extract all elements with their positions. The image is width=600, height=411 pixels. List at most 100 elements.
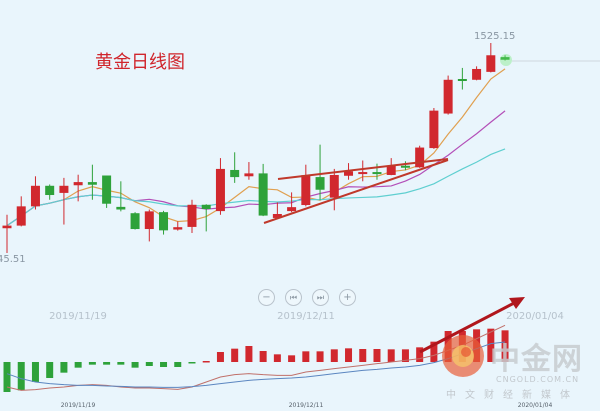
macd-bar [273, 354, 281, 362]
candle-body [500, 57, 510, 60]
dea-line [6, 341, 506, 388]
chart-title: 黄金日线图 [95, 52, 185, 73]
macd-bar [231, 348, 239, 362]
axis-date-label: 2020/01/04 [517, 402, 553, 409]
macd-bar [487, 328, 495, 362]
macd-bar [160, 362, 168, 367]
candle-body [144, 211, 154, 230]
candle-body [215, 168, 225, 212]
macd-bar [501, 330, 509, 362]
go-start-button[interactable]: ⏮ [285, 289, 302, 306]
axis-date-label: 2019/11/19 [60, 402, 96, 409]
zoom-in-button[interactable]: + [339, 289, 356, 306]
candle-body [372, 172, 382, 175]
date-label: 2020/01/04 [506, 311, 564, 322]
candle [329, 168, 339, 211]
candle [2, 214, 12, 254]
trend-arrow [419, 297, 525, 354]
candle-body [73, 182, 83, 186]
candle [429, 107, 439, 149]
candle [272, 202, 282, 219]
macd-bar [330, 349, 338, 362]
macd-bar [31, 362, 39, 382]
candles [2, 43, 510, 254]
macd-bar [131, 362, 139, 368]
candle [287, 192, 297, 213]
high-price-label: 1525.15 [474, 31, 516, 42]
candle [116, 181, 126, 212]
macd-bar [202, 361, 210, 363]
candle [400, 161, 410, 171]
candle-body [457, 78, 467, 81]
macd-bar [60, 362, 68, 373]
candle-body [87, 182, 97, 185]
candle-body [258, 173, 268, 216]
candle [59, 177, 69, 225]
candle [315, 144, 325, 200]
candle-body [344, 171, 354, 176]
trendline-lower [263, 159, 449, 224]
candle-body [2, 225, 12, 229]
candle-body [443, 79, 453, 114]
candle-body [59, 185, 69, 193]
last-price-glow [500, 54, 512, 66]
candle [443, 75, 453, 115]
ma20-line [6, 148, 506, 227]
candle-body [159, 212, 169, 231]
candle-body [173, 227, 183, 230]
macd-bar [3, 362, 11, 392]
candle-body [400, 165, 410, 168]
watermark-slogan: 中文财经新媒体 [446, 390, 579, 401]
candle [486, 43, 496, 73]
macd-bar [74, 362, 82, 368]
macd-bar [401, 349, 409, 362]
candle [16, 196, 26, 227]
macd-bar [145, 362, 153, 366]
candle [358, 160, 368, 182]
candle-body [287, 207, 297, 212]
candle [472, 66, 482, 81]
candle-body [30, 185, 40, 207]
candle-body [102, 175, 112, 204]
candle-body [329, 174, 339, 198]
minus-icon: − [262, 292, 271, 303]
candle-body [244, 173, 254, 177]
candle [159, 210, 169, 235]
candle [187, 199, 197, 233]
candle [144, 209, 154, 242]
candle-body [45, 185, 55, 196]
macd-bar [430, 341, 438, 362]
candle [244, 162, 254, 180]
macd-bar [216, 352, 224, 362]
candle-body [486, 55, 496, 72]
candle-body [16, 206, 26, 226]
candle [173, 221, 183, 231]
candle-body [429, 110, 439, 149]
candle [201, 204, 211, 232]
candle-body [187, 204, 197, 227]
candle [45, 184, 55, 200]
candle-body [358, 172, 368, 175]
zoom-out-button[interactable]: − [258, 289, 275, 306]
trendline-upper [277, 158, 449, 180]
candle-body [272, 214, 282, 218]
skip-back-icon: ⏮ [289, 293, 298, 302]
macd-bar [345, 348, 353, 362]
macd-bar [88, 362, 96, 365]
macd-bar [387, 349, 395, 362]
candle [73, 174, 83, 202]
go-end-button[interactable]: ⏭ [312, 289, 329, 306]
candle [301, 164, 311, 207]
macd-bar [188, 362, 196, 364]
candle-body [301, 175, 311, 206]
macd-bar [302, 351, 310, 362]
date-label: 2019/11/19 [49, 311, 107, 322]
macd-bar [174, 362, 182, 367]
low-price-label: 45.51 [0, 254, 26, 265]
candle [500, 55, 510, 61]
axis-date-label: 2019/12/11 [288, 402, 324, 409]
candle [215, 158, 225, 215]
macd-panel [3, 324, 509, 392]
candle [30, 176, 40, 210]
